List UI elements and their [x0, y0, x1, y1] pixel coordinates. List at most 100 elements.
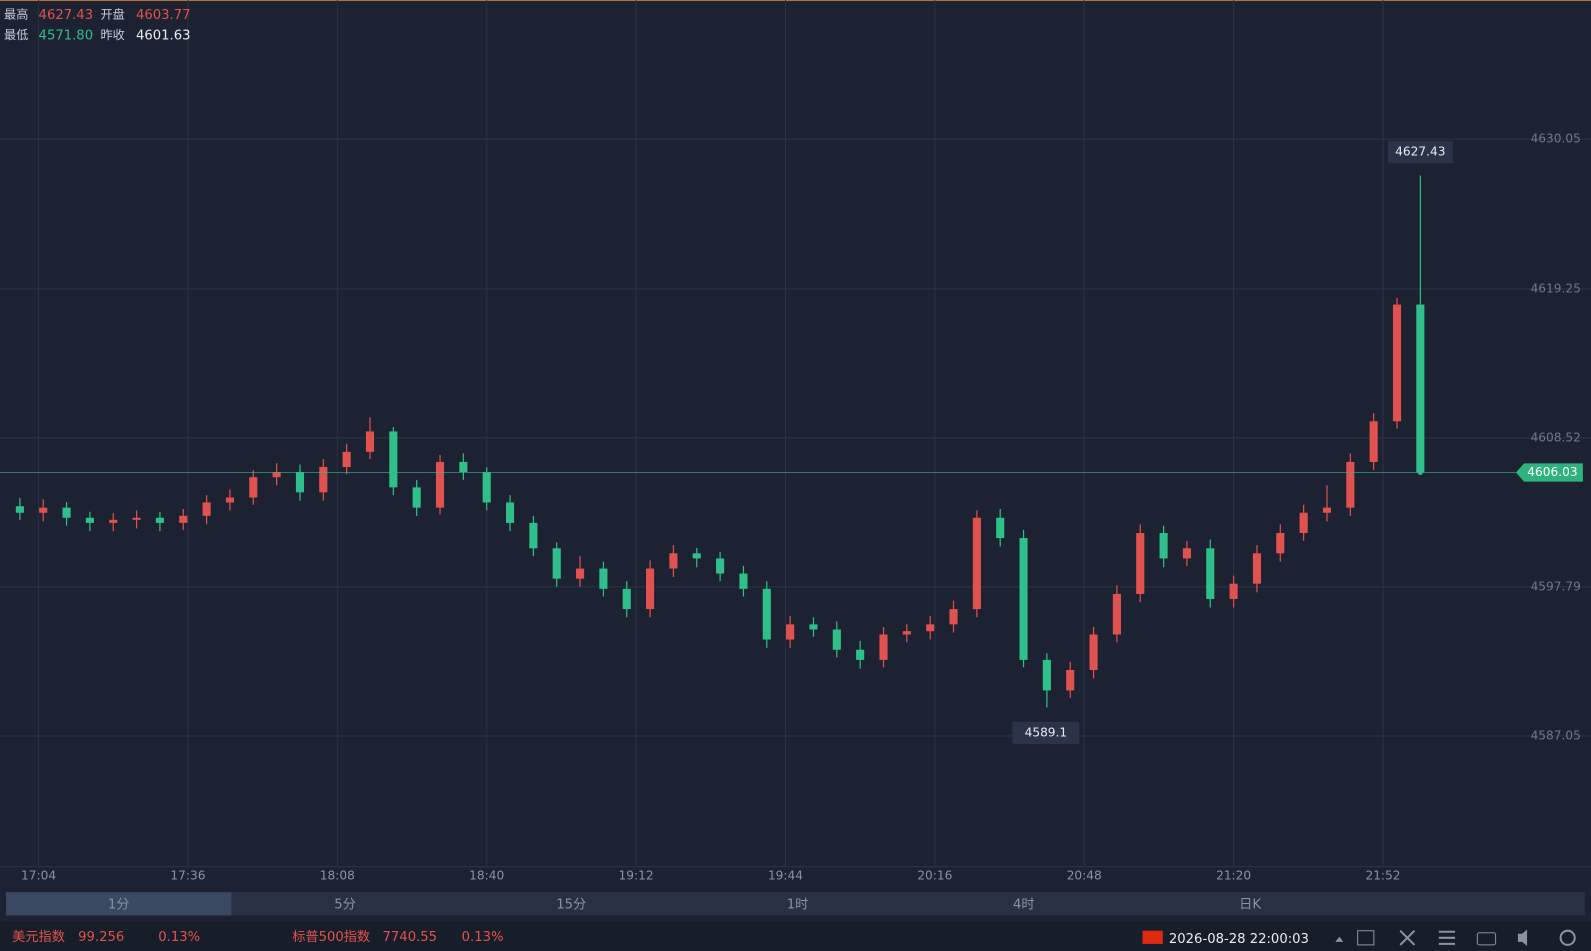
- grid: 4587.05 4597.79 4608.52 4619.25 4630.05 17:04…: [0, 0, 1591, 882]
- candle-body: [1369, 421, 1378, 462]
- candle-body: [1392, 304, 1402, 422]
- y-tick-label: 4608.52: [1531, 430, 1581, 444]
- candle-body: [879, 634, 888, 660]
- usd-index-change: 0.13%: [158, 930, 200, 945]
- candle-body: [435, 461, 445, 508]
- candle-body: [926, 624, 935, 632]
- candle-body: [529, 522, 538, 549]
- max-label-box: [1387, 140, 1453, 164]
- candle-body: [459, 461, 468, 473]
- timeframe-tab[interactable]: 1时: [787, 896, 809, 912]
- y-tick-label: 4597.79: [1531, 579, 1581, 593]
- candle-body: [1066, 670, 1075, 691]
- candle-body: [295, 472, 305, 493]
- draw-icon[interactable]: [1357, 930, 1375, 946]
- candle-body: [109, 519, 118, 523]
- candle-body: [225, 497, 235, 503]
- candle-body: [739, 573, 748, 589]
- tabs: 1分 5分 15分 1时 4时 日K: [108, 896, 1261, 912]
- timeframe-tab[interactable]: 日K: [1239, 897, 1261, 912]
- candle-body: [85, 517, 94, 523]
- current-price-tag: [1515, 463, 1583, 482]
- y-tick-label: 4587.05: [1531, 728, 1581, 742]
- candle-body: [949, 609, 958, 625]
- spx-value: 7740.55: [383, 930, 438, 945]
- menu-icon[interactable]: [1438, 930, 1456, 945]
- x-tick-label: 19:44: [768, 868, 803, 882]
- candle-body: [272, 472, 281, 478]
- candle-body: [155, 517, 164, 523]
- candle-body: [762, 588, 771, 640]
- candle-body: [832, 629, 841, 650]
- tools-icon[interactable]: [1399, 929, 1416, 946]
- high-value: 4627.43: [39, 8, 94, 23]
- timeframe-tab[interactable]: 4时: [1013, 896, 1035, 912]
- candle-body: [902, 631, 911, 635]
- x-tick-label: 18:40: [469, 868, 504, 882]
- timeframe-tab[interactable]: 15分: [556, 896, 586, 912]
- expand-icon[interactable]: [1335, 936, 1344, 942]
- prev-close-value: 4601.63: [136, 29, 191, 44]
- flag-icon: [1142, 930, 1163, 944]
- candles: [15, 175, 1425, 708]
- timeframe-tab[interactable]: 5分: [334, 896, 356, 912]
- min-label: 4589.1: [1025, 725, 1068, 739]
- candle-body: [1206, 548, 1215, 599]
- candle-body: [1299, 512, 1308, 534]
- candle-body: [669, 553, 678, 569]
- candle-body: [132, 517, 141, 520]
- candle-body: [972, 517, 981, 610]
- datetime: 2026-08-28 22:00:03: [1169, 932, 1309, 947]
- candle-body: [622, 588, 631, 610]
- usd-index-name: 美元指数: [12, 929, 65, 945]
- candle-body: [599, 568, 608, 589]
- current-price-dot: [1417, 469, 1423, 476]
- candle-body: [249, 477, 258, 498]
- low-label: 最低: [4, 28, 28, 42]
- usd-index-value: 99.256: [78, 930, 124, 945]
- open-value: 4603.77: [136, 8, 191, 23]
- tab-bar: [6, 892, 1585, 916]
- spx-change: 0.13%: [462, 930, 504, 945]
- prev-close-label: 昨收: [100, 28, 124, 42]
- current-price-label: 4606.03: [1527, 465, 1577, 479]
- candle-body: [809, 624, 818, 630]
- x-tick-label: 18:08: [320, 868, 355, 882]
- candle-body: [202, 502, 211, 516]
- candle-body: [342, 451, 351, 467]
- candle-body: [1252, 553, 1262, 584]
- low-value: 4571.80: [39, 29, 94, 44]
- candle-body: [716, 558, 725, 574]
- x-tick-label: 21:20: [1216, 868, 1251, 882]
- timeframe-tab[interactable]: 1分: [108, 896, 130, 912]
- candle-body: [1322, 507, 1332, 513]
- candle-body: [179, 515, 188, 523]
- candle-body: [552, 548, 561, 579]
- candle-body: [1276, 533, 1285, 554]
- min-label-box: [1012, 721, 1080, 745]
- candle-body: [856, 649, 865, 660]
- candle-body: [39, 507, 48, 513]
- candle-body: [482, 472, 491, 503]
- candle-body: [1019, 538, 1028, 660]
- candle-body: [646, 568, 655, 610]
- candle-body: [576, 568, 585, 579]
- candle-body: [1416, 304, 1425, 473]
- settings-icon[interactable]: [1559, 929, 1576, 946]
- candle-body: [786, 624, 795, 640]
- x-tick-label: 19:12: [619, 868, 654, 882]
- candle-body: [1089, 634, 1098, 671]
- x-tick-label: 21:52: [1365, 868, 1400, 882]
- camera-icon[interactable]: [1476, 932, 1497, 946]
- candle-body: [692, 553, 701, 559]
- candle-body: [1159, 533, 1168, 559]
- candle-body: [365, 431, 375, 452]
- candle-body: [412, 487, 421, 508]
- candle-body: [505, 502, 515, 523]
- sound-icon[interactable]: [1517, 929, 1528, 946]
- candle-body: [1229, 583, 1238, 599]
- footer-bar: [0, 921, 1591, 951]
